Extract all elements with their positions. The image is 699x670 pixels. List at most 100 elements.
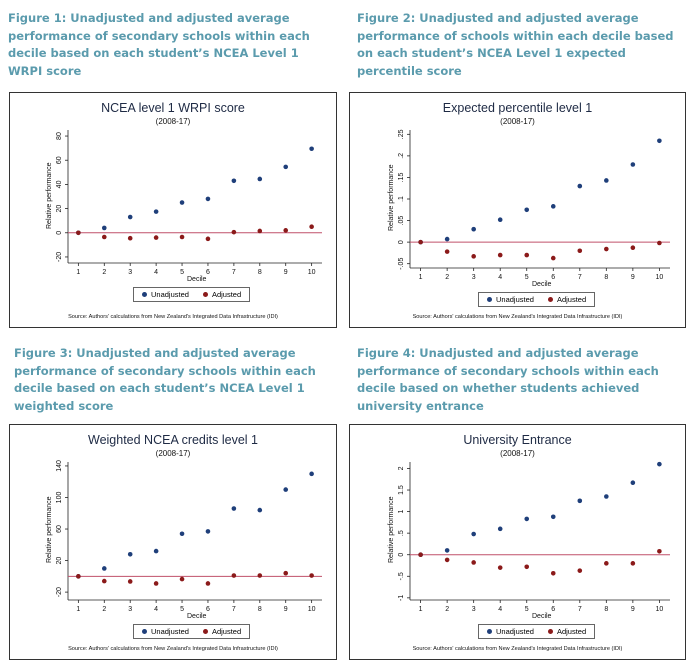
adjusted-point [524, 564, 530, 570]
x-tick-label: 5 [180, 606, 184, 613]
chart-title: Expected percentile level 1 [442, 101, 593, 115]
y-tick-label: 40 [56, 180, 63, 188]
y-tick-label: .2 [398, 153, 405, 159]
legend-label: Adjusted [556, 295, 587, 304]
chart-plot: -20 0 20 40 60 80 1 2 3 4 5 6 7 8 9 10 [56, 130, 322, 276]
x-tick-label: 7 [232, 269, 236, 276]
chart-title: University Entrance [463, 433, 572, 447]
adjusted-point [577, 248, 583, 254]
x-axis-label: Decile [532, 613, 552, 620]
adjusted-point [127, 579, 133, 584]
unadjusted-point [101, 225, 107, 231]
adjusted-point [76, 574, 81, 579]
legend-label: Adjusted [556, 627, 587, 636]
adjusted-point [205, 236, 211, 242]
x-tick-label: 7 [578, 606, 582, 613]
chart-legend: Unadjusted Adjusted [478, 292, 596, 307]
unadjusted-point [471, 226, 476, 232]
y-tick-label: -1 [398, 595, 405, 601]
adjusted-point [257, 573, 263, 578]
adjusted-point [283, 570, 289, 576]
unadjusted-point [630, 480, 636, 485]
adjusted-point [231, 229, 237, 235]
x-tick-label: 10 [655, 274, 663, 281]
adjusted-point [309, 573, 314, 578]
unadjusted-point [657, 461, 662, 467]
legend-marker [202, 292, 208, 297]
x-tick-label: 8 [258, 269, 262, 276]
x-tick-label: 10 [308, 606, 316, 613]
y-tick-label: -.5 [398, 572, 405, 580]
y-axis-label: Relative performance [46, 496, 53, 563]
unadjusted-point [231, 506, 237, 511]
unadjusted-point [444, 236, 450, 242]
unadjusted-point [497, 526, 503, 532]
chart-legend: Unadjusted Adjusted [478, 624, 596, 639]
legend-label: Adjusted [211, 627, 242, 636]
x-tick-label: 6 [551, 606, 555, 613]
chart-subtitle: (2008-17) [500, 117, 535, 126]
y-tick-label: .5 [398, 530, 405, 536]
chart-plot: -1 -.5 0 .5 1 1.5 2 1 2 3 4 5 6 7 8 9 10 [398, 461, 670, 613]
y-tick-label: -20 [56, 252, 63, 262]
y-tick-label: .15 [398, 172, 405, 182]
unadjusted-point [550, 514, 556, 520]
chart-title: NCEA level 1 WRPI score [101, 101, 245, 115]
y-tick-label: -.05 [398, 258, 405, 270]
adjusted-point [101, 578, 107, 584]
unadjusted-point [550, 204, 556, 209]
x-tick-label: 1 [419, 274, 423, 281]
x-tick-label: 4 [498, 274, 502, 281]
adjusted-point [497, 565, 503, 570]
legend-marker [547, 297, 553, 302]
y-tick-label: .05 [398, 216, 405, 226]
x-tick-label: 1 [419, 606, 423, 613]
y-tick-label: 0 [398, 240, 405, 244]
legend-marker [487, 629, 492, 634]
adjusted-point [657, 548, 662, 554]
chart-plot: -.05 0 .05 .1 .15 .2 .25 1 2 3 4 5 6 7 8 9 10 [398, 129, 670, 281]
x-tick-label: 2 [445, 606, 449, 613]
x-tick-label: 9 [284, 269, 288, 276]
x-tick-label: 8 [258, 606, 262, 613]
x-tick-label: 4 [154, 606, 158, 613]
y-tick-label: 0 [56, 231, 63, 235]
unadjusted-point [283, 487, 289, 492]
source-note: Source: Authors' calculations from New Z… [68, 646, 278, 652]
x-tick-label: 10 [308, 269, 316, 276]
adjusted-point [76, 230, 81, 236]
adjusted-point [497, 252, 503, 258]
legend-item-unadjusted: Unadjusted [487, 627, 534, 636]
chart-panel-2: Expected percentile level 1 (2008-17) -.05… [349, 92, 686, 328]
unadjusted-point [444, 548, 450, 553]
legend-marker [202, 629, 208, 634]
legend-item-unadjusted: Unadjusted [487, 295, 534, 304]
y-axis-label: Relative performance [388, 496, 395, 563]
figure-4-caption: Figure 4: Unadjusted and adjusted averag… [357, 346, 659, 413]
chart-title: Weighted NCEA credits level 1 [88, 433, 258, 447]
unadjusted-point [657, 138, 662, 144]
x-axis-label: Decile [187, 276, 207, 283]
unadjusted-point [471, 531, 476, 537]
legend-item-unadjusted: Unadjusted [142, 290, 189, 299]
unadjusted-point [257, 176, 263, 182]
y-tick-label: 2 [398, 466, 405, 470]
legend-label: Unadjusted [496, 627, 534, 636]
adjusted-point [231, 573, 237, 578]
legend-marker [142, 629, 147, 634]
adjusted-point [604, 561, 609, 566]
y-tick-label: 60 [56, 525, 63, 533]
adjusted-point [153, 581, 159, 586]
legend-marker [487, 297, 492, 302]
legend-item-adjusted: Adjusted [202, 290, 241, 299]
adjusted-point [179, 576, 185, 582]
adjusted-point [604, 246, 609, 252]
y-tick-label: 140 [56, 460, 63, 472]
unadjusted-point [205, 196, 211, 202]
chart-plot: -20 20 60 100 140 1 2 3 4 5 6 7 8 9 10 [56, 460, 322, 613]
y-tick-label: .25 [398, 129, 405, 139]
y-tick-label: 0 [398, 553, 405, 557]
y-axis-label: Relative performance [46, 161, 53, 229]
adjusted-point [550, 570, 556, 576]
adjusted-point [179, 234, 185, 240]
